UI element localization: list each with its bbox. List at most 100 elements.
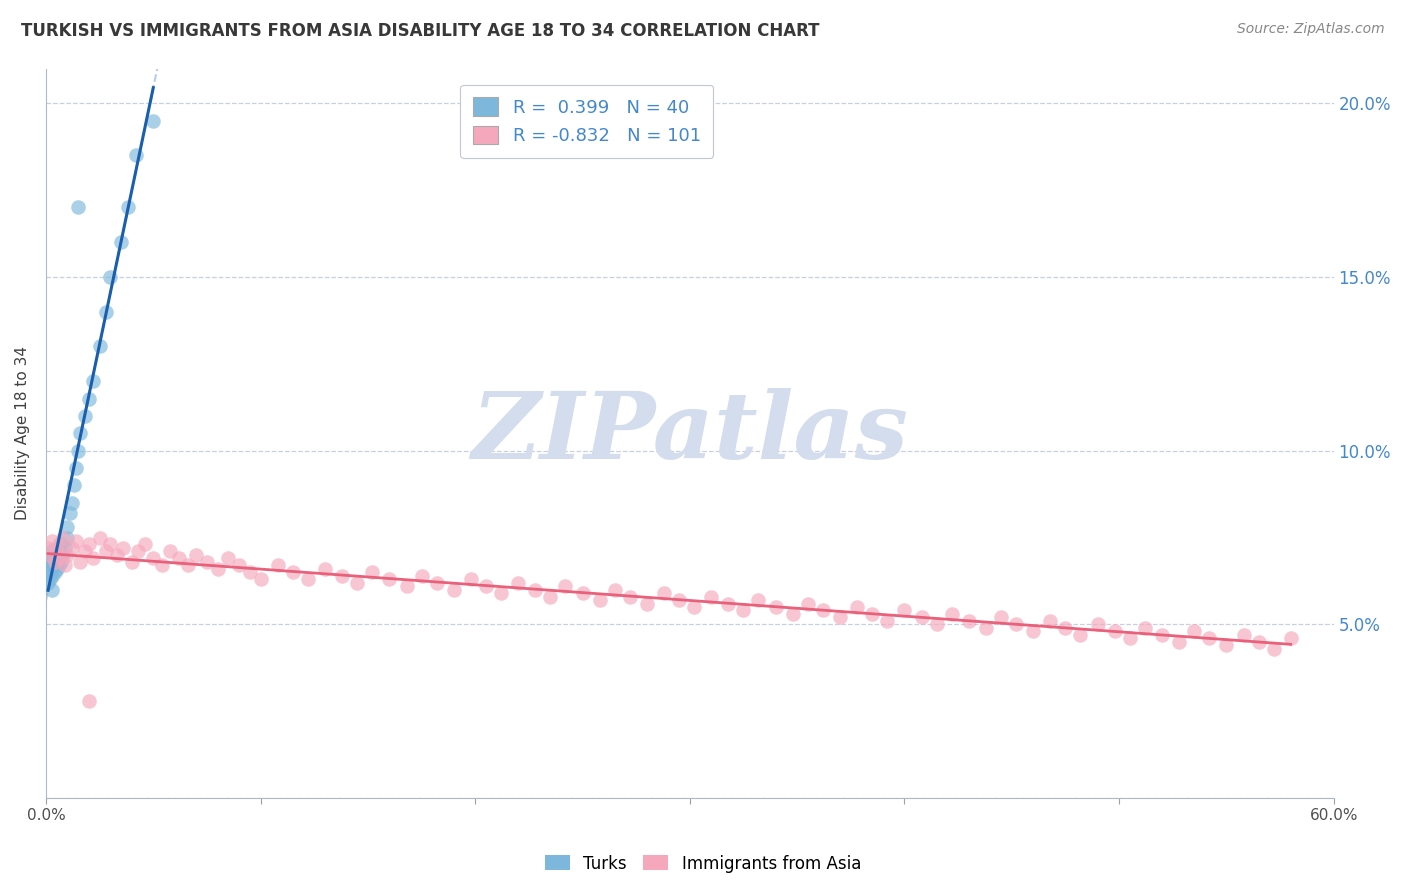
Point [159,544,181,558]
Point [117,201,139,215]
Point [60,496,83,510]
Point [39,562,62,576]
Point [44,555,66,569]
Point [52,548,75,562]
Point [112,541,135,555]
Legend: Turks, Immigrants from Asia: Turks, Immigrants from Asia [538,848,868,880]
Point [571,586,593,600]
Point [98,269,121,284]
Point [460,572,482,586]
Point [195,555,218,569]
Point [925,617,948,632]
Point [69,555,91,569]
Point [346,575,368,590]
Point [41,568,63,582]
Point [249,572,271,586]
Point [1279,632,1302,646]
Point [1022,624,1045,639]
Point [52,531,75,545]
Point [508,575,530,590]
Point [378,572,401,586]
Point [73,409,96,423]
Point [893,603,915,617]
Point [176,558,198,573]
Point [860,607,883,621]
Point [443,582,465,597]
Point [683,599,706,614]
Point [281,566,304,580]
Point [554,579,576,593]
Y-axis label: Disability Age 18 to 34: Disability Age 18 to 34 [15,346,30,520]
Point [1232,628,1254,642]
Point [186,548,208,562]
Point [747,593,769,607]
Point [56,520,79,534]
Point [1054,621,1077,635]
Point [39,548,62,562]
Point [69,426,91,441]
Point [717,597,740,611]
Point [58,506,80,520]
Point [94,544,117,558]
Point [94,304,117,318]
Point [652,586,675,600]
Point [475,579,498,593]
Point [361,566,384,580]
Point [44,555,66,569]
Point [668,593,690,607]
Point [765,599,787,614]
Point [1182,624,1205,639]
Point [53,541,76,555]
Point [37,566,59,580]
Point [125,148,148,162]
Point [45,548,67,562]
Point [45,562,67,576]
Point [65,533,87,548]
Point [41,544,63,558]
Point [1247,634,1270,648]
Point [49,537,72,551]
Point [811,603,834,617]
Point [1215,638,1237,652]
Point [1150,628,1173,642]
Point [1198,632,1220,646]
Point [53,558,76,573]
Point [77,392,100,406]
Point [142,113,165,128]
Point [60,541,83,555]
Text: TURKISH VS IMMIGRANTS FROM ASIA DISABILITY AGE 18 TO 34 CORRELATION CHART: TURKISH VS IMMIGRANTS FROM ASIA DISABILI… [21,22,820,40]
Point [45,544,67,558]
Point [957,614,980,628]
Text: ZIPatlas: ZIPatlas [471,388,908,478]
Point [37,548,59,562]
Point [89,531,111,545]
Point [39,572,62,586]
Point [73,544,96,558]
Point [1087,617,1109,632]
Point [733,603,755,617]
Point [134,537,156,551]
Point [121,555,143,569]
Point [846,599,869,614]
Point [1119,632,1142,646]
Point [67,201,90,215]
Point [77,694,100,708]
Point [828,610,851,624]
Point [1168,634,1191,648]
Point [67,443,90,458]
Point [538,590,561,604]
Point [37,555,59,569]
Point [89,339,111,353]
Point [797,597,820,611]
Point [48,541,70,555]
Point [41,582,63,597]
Point [239,566,262,580]
Point [974,621,997,635]
Point [314,562,336,576]
Point [37,575,59,590]
Point [700,590,723,604]
Point [207,562,229,576]
Point [876,614,898,628]
Point [142,551,165,566]
Point [105,548,128,562]
